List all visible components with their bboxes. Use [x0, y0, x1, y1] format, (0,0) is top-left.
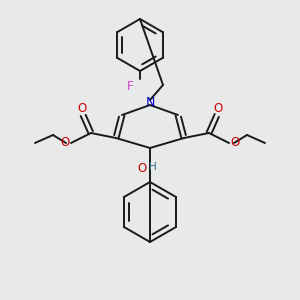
Text: H: H: [149, 162, 157, 172]
Text: O: O: [230, 136, 240, 148]
Text: F: F: [127, 80, 133, 92]
Text: O: O: [77, 103, 87, 116]
Text: O: O: [60, 136, 70, 148]
Text: O: O: [213, 103, 223, 116]
Text: N: N: [145, 97, 155, 110]
Text: O: O: [137, 163, 147, 176]
